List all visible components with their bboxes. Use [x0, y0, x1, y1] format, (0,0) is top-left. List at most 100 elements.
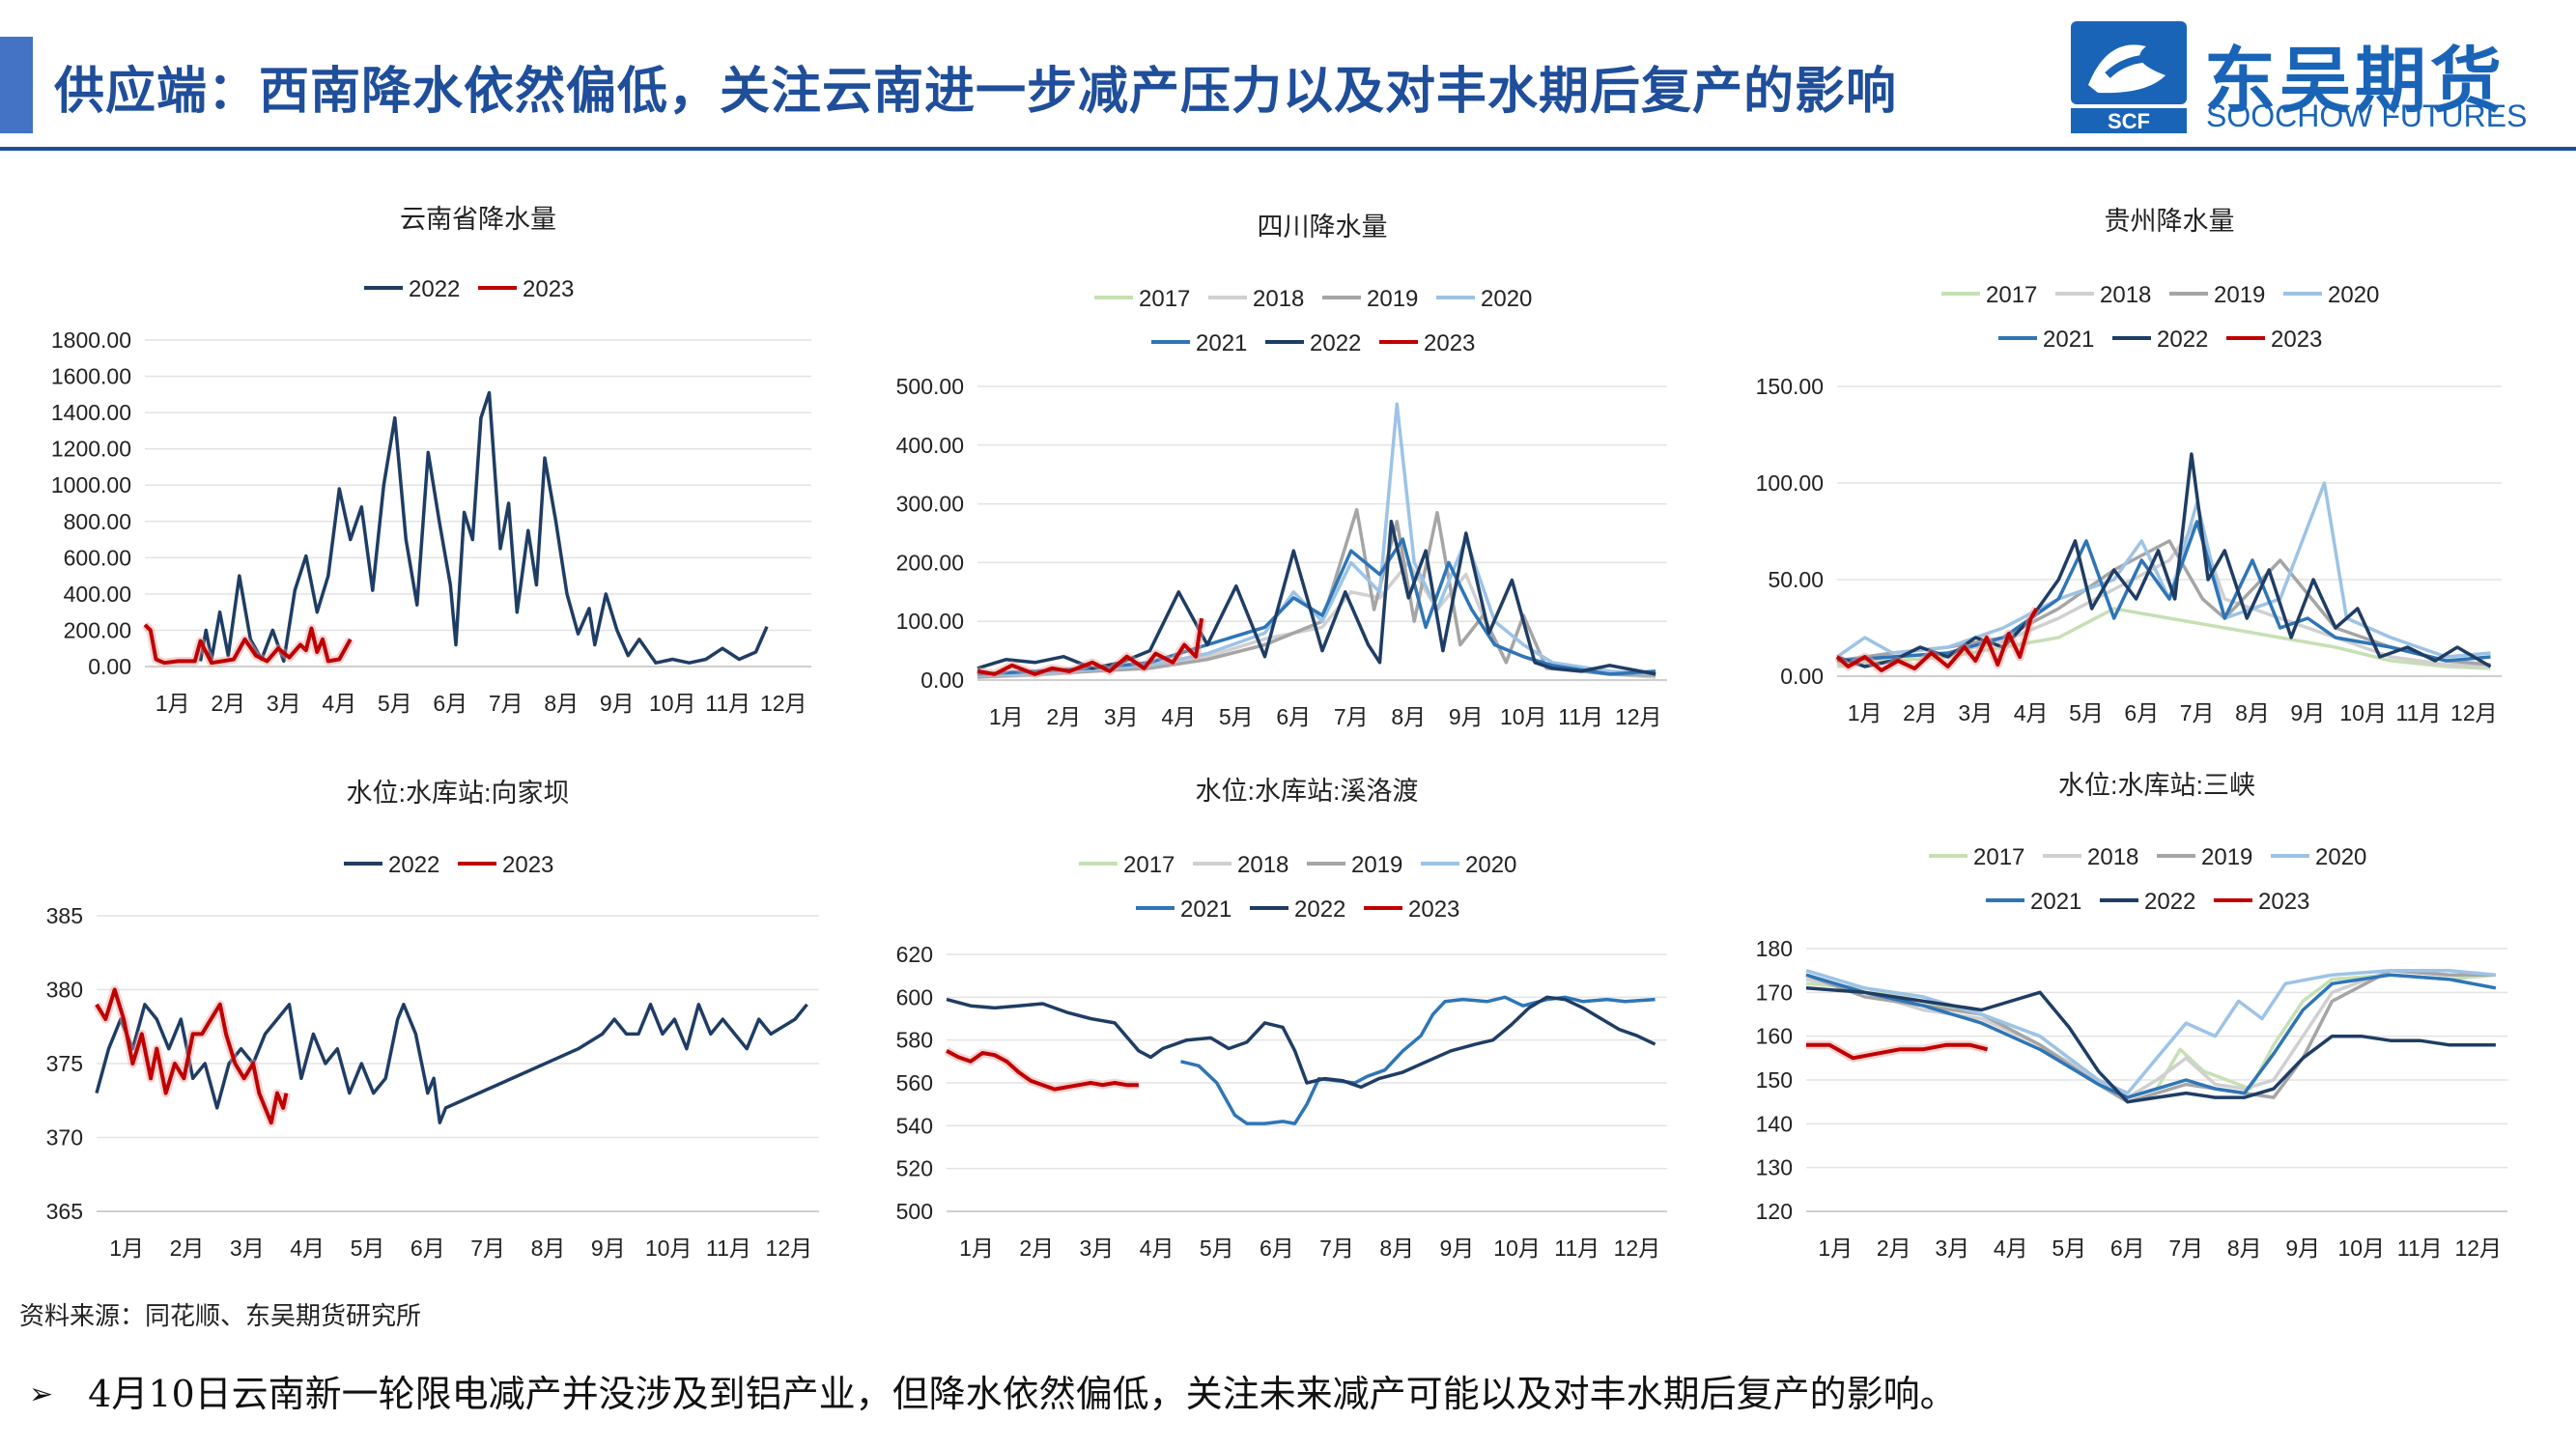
header-divider — [0, 147, 2576, 151]
chart-title: 贵州降水量 — [2105, 207, 2235, 236]
legend-label-2021: 2021 — [1180, 896, 1231, 923]
x-tick-label: 7月 — [1334, 704, 1369, 729]
legend-label-2022: 2022 — [2144, 889, 2195, 915]
sichuan-precip-svg: 四川降水量 2017 2018 2019 2020 2021 2022 2023 0.00 100… — [896, 213, 1667, 729]
chart-guizhou-precip: 贵州降水量 2017 2018 2019 2020 2021 2022 2023 0.00 50.… — [1700, 193, 2550, 734]
y-tick-label: 170 — [1756, 980, 1793, 1005]
legend-label-2023: 2023 — [2258, 889, 2309, 915]
x-tick-label: 11月 — [2397, 1236, 2443, 1261]
chart-xiangjiaba-level: 水位:水库站:向家坝 2022 2023 365 370 375 380 385 1月 2月 3月 4… — [0, 763, 850, 1304]
series-line-2021 — [1805, 973, 2497, 1099]
chart-sanxia-level: 水位:水库站:三峡 2017 2018 2019 2020 2021 2022 2023 120… — [1700, 763, 2550, 1304]
y-tick-label: 120 — [1756, 1199, 1793, 1224]
x-tick-label: 8月 — [544, 691, 579, 716]
scf-logo-icon: SCF — [2071, 21, 2187, 133]
legend-label-2018: 2018 — [1237, 852, 1288, 878]
x-tick-label: 12月 — [1615, 704, 1662, 729]
legend-label-2017: 2017 — [1123, 852, 1175, 878]
series-line-2020 — [1805, 968, 2497, 1095]
series-line-2022 — [946, 995, 1656, 1090]
x-tick-label: 4月 — [1994, 1236, 2028, 1261]
x-tick-label: 6月 — [2124, 700, 2159, 725]
x-tick-label: 5月 — [351, 1236, 385, 1261]
legend-label-2021: 2021 — [2030, 889, 2081, 915]
legend-label-2020: 2020 — [1465, 852, 1516, 878]
y-tick-label: 620 — [896, 942, 933, 967]
y-tick-label: 800.00 — [64, 509, 131, 534]
chart-sichuan-precip: 四川降水量 2017 2018 2019 2020 2021 2022 2023 0.00 100… — [850, 193, 1700, 734]
chart-xiluodu-level: 水位:水库站:溪洛渡 2017 2018 2019 2020 2021 2022 2023 50… — [850, 763, 1700, 1304]
company-logo: SCF 东吴期货 SOOCHOW FUTURES — [2069, 17, 2571, 135]
x-tick-label: 10月 — [2339, 700, 2387, 725]
legend-label-2023: 2023 — [502, 852, 553, 878]
x-tick-label: 10月 — [645, 1236, 693, 1261]
x-tick-label: 3月 — [1080, 1236, 1115, 1261]
y-tick-label: 100.00 — [896, 609, 964, 634]
x-tick-label: 10月 — [1493, 1236, 1541, 1261]
y-tick-label: 400.00 — [64, 582, 131, 607]
x-tick-label: 12月 — [2450, 700, 2498, 725]
legend-label-2022: 2022 — [388, 852, 439, 878]
series-line-2020 — [977, 402, 1656, 677]
legend-label-2018: 2018 — [1253, 286, 1304, 312]
x-tick-label: 10月 — [649, 691, 696, 716]
series-line-2019 — [977, 507, 1656, 679]
legend-label-2023: 2023 — [2271, 327, 2322, 353]
x-tick-label: 7月 — [2168, 1236, 2203, 1261]
xiluodu-level-svg: 水位:水库站:溪洛渡 2017 2018 2019 2020 2021 2022 2023 50… — [896, 777, 1667, 1261]
x-tick-label: 1月 — [989, 704, 1024, 729]
x-tick-label: 6月 — [1260, 1236, 1294, 1261]
legend-label-2018: 2018 — [2087, 844, 2138, 870]
x-tick-label: 4月 — [2014, 700, 2049, 725]
y-tick-label: 150 — [1756, 1067, 1793, 1093]
legend-label-2021: 2021 — [1196, 330, 1247, 356]
y-tick-label: 600.00 — [64, 545, 131, 570]
y-tick-label: 130 — [1756, 1155, 1793, 1180]
legend-label-2017: 2017 — [1139, 286, 1190, 312]
legend-label-2022: 2022 — [409, 276, 460, 302]
x-tick-label: 7月 — [470, 1236, 505, 1261]
x-tick-label: 10月 — [2337, 1236, 2385, 1261]
y-tick-label: 200.00 — [896, 550, 964, 575]
series-line-2021 — [1180, 995, 1656, 1125]
chart-title: 云南省降水量 — [400, 205, 556, 234]
legend-label-2018: 2018 — [2100, 282, 2151, 308]
x-tick-label: 11月 — [2396, 700, 2442, 725]
bullet-text: 4月10日云南新一轮限电减产并没涉及到铝产业，但降水依然偏低，关注未来减产可能以… — [88, 1373, 1957, 1415]
x-tick-label: 9月 — [600, 691, 635, 716]
x-tick-label: 5月 — [2052, 1236, 2086, 1261]
y-tick-label: 385 — [46, 903, 83, 928]
y-tick-label: 370 — [46, 1125, 83, 1151]
y-tick-label: 180 — [1756, 936, 1793, 961]
x-tick-label: 5月 — [1219, 704, 1254, 729]
x-tick-label: 2月 — [1046, 704, 1081, 729]
y-tick-label: 500.00 — [896, 374, 964, 399]
y-tick-label: 1400.00 — [51, 400, 131, 425]
series-line-2022 — [1805, 986, 2496, 1104]
x-tick-label: 7月 — [489, 691, 524, 716]
x-tick-label: 1月 — [156, 691, 190, 716]
logo-english-name: SOOCHOW FUTURES — [2206, 99, 2528, 133]
y-tick-label: 600 — [896, 984, 933, 1009]
x-tick-label: 4月 — [1161, 704, 1196, 729]
legend-label-2019: 2019 — [2201, 844, 2252, 870]
data-source-note: 资料来源：同花顺、东吴期货研究所 — [19, 1302, 422, 1331]
xiangjiaba-level-svg: 水位:水库站:向家坝 2022 2023 365 370 375 380 385 1月 2月 3月 4… — [46, 779, 819, 1261]
x-tick-label: 3月 — [230, 1236, 265, 1261]
y-tick-label: 540 — [896, 1113, 933, 1138]
x-tick-label: 3月 — [1104, 704, 1139, 729]
x-tick-label: 1月 — [1848, 700, 1882, 725]
chart-title: 水位:水库站:向家坝 — [346, 779, 569, 808]
x-tick-label: 11月 — [1554, 1236, 1599, 1261]
x-tick-label: 6月 — [1276, 704, 1311, 729]
legend-label-2022: 2022 — [1294, 896, 1345, 923]
bullet-paragraph: ➢ 4月10日云南新一轮限电减产并没涉及到铝产业，但降水依然偏低，关注未来减产可能… — [29, 1364, 1957, 1417]
series-line-2022 — [95, 1003, 808, 1124]
y-tick-label: 580 — [896, 1028, 933, 1053]
y-tick-label: 1800.00 — [51, 327, 131, 353]
y-tick-label: 0.00 — [88, 654, 131, 679]
legend-label-2017: 2017 — [1973, 844, 2024, 870]
legend-label-2020: 2020 — [1481, 286, 1532, 312]
x-tick-label: 6月 — [433, 691, 467, 716]
x-tick-label: 8月 — [1391, 704, 1426, 729]
